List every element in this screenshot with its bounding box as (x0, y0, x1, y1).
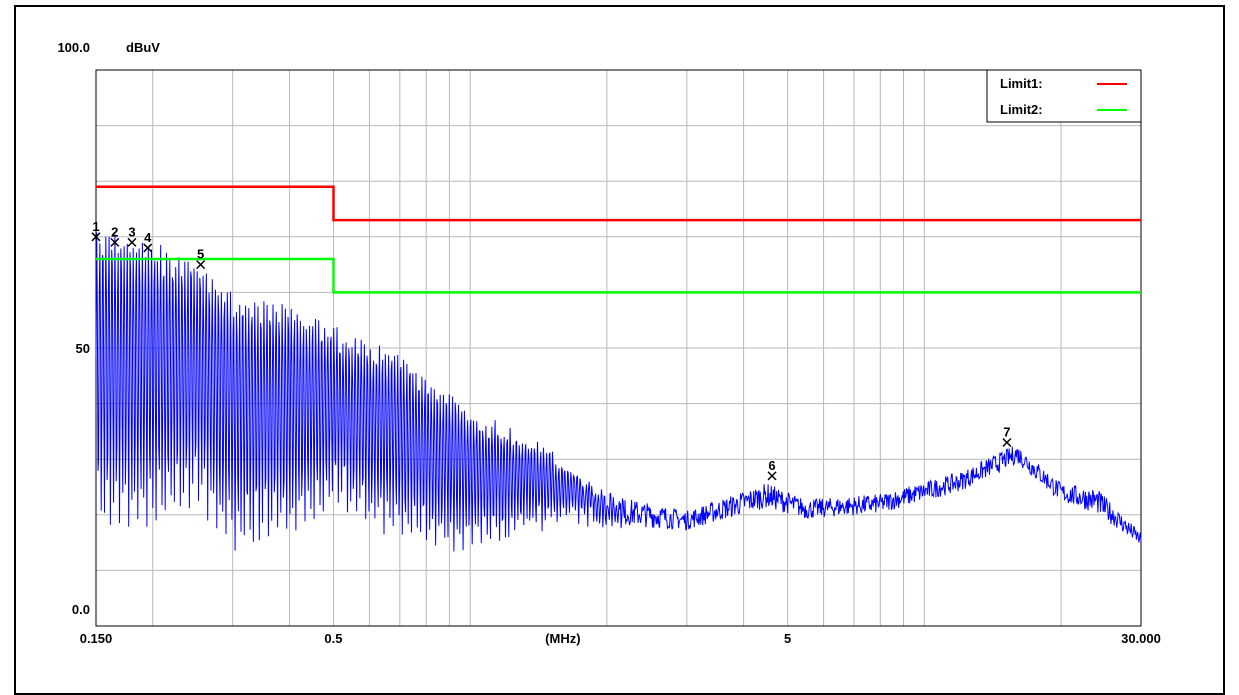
x-axis-labels: 0.150 0.5 5 30.000 (80, 631, 1161, 646)
marker-label: 3 (128, 224, 135, 239)
marker-label: 5 (197, 247, 204, 262)
marker-x-stroke (1002, 437, 1012, 448)
x-tick-label: 0.150 (80, 631, 113, 646)
marker-x-stroke (196, 260, 206, 270)
marker-label: 2 (111, 224, 118, 239)
legend-limit2-label: Limit2: (1000, 102, 1043, 117)
x-axis-unit: (MHz) (545, 631, 580, 646)
series-layer (95, 185, 1142, 552)
x-tick-label: 0.5 (324, 631, 342, 646)
marker-label: 7 (1003, 425, 1010, 440)
limit1-line (96, 185, 1141, 222)
legend: Limit1: Limit2: (986, 69, 1142, 123)
measured-trace (95, 232, 1142, 552)
marker-x-stroke (110, 237, 120, 247)
legend-limit1-label: Limit1: (1000, 76, 1043, 91)
marker-label: 6 (768, 458, 775, 473)
y-axis-unit: dBuV (126, 40, 160, 55)
legend-box (986, 69, 1142, 123)
marker-x-stroke (91, 232, 101, 242)
x-tick-label: 5 (784, 631, 791, 646)
y-axis-labels: 100.0 50 0.0 (57, 40, 90, 617)
limit2-line (96, 257, 1141, 294)
y-tick-label: 100.0 (57, 40, 90, 55)
markers: 1 2 3 4 5 6 7 (91, 219, 1012, 481)
x-tick-label: 30.000 (1121, 631, 1161, 646)
marker-x-stroke (127, 237, 137, 247)
marker-label: 4 (144, 230, 152, 245)
y-tick-label: 0.0 (72, 602, 90, 617)
marker-x-stroke (767, 471, 777, 481)
marker-x-stroke (143, 243, 153, 253)
marker-label: 1 (92, 219, 99, 234)
y-tick-label: 50 (76, 341, 90, 356)
